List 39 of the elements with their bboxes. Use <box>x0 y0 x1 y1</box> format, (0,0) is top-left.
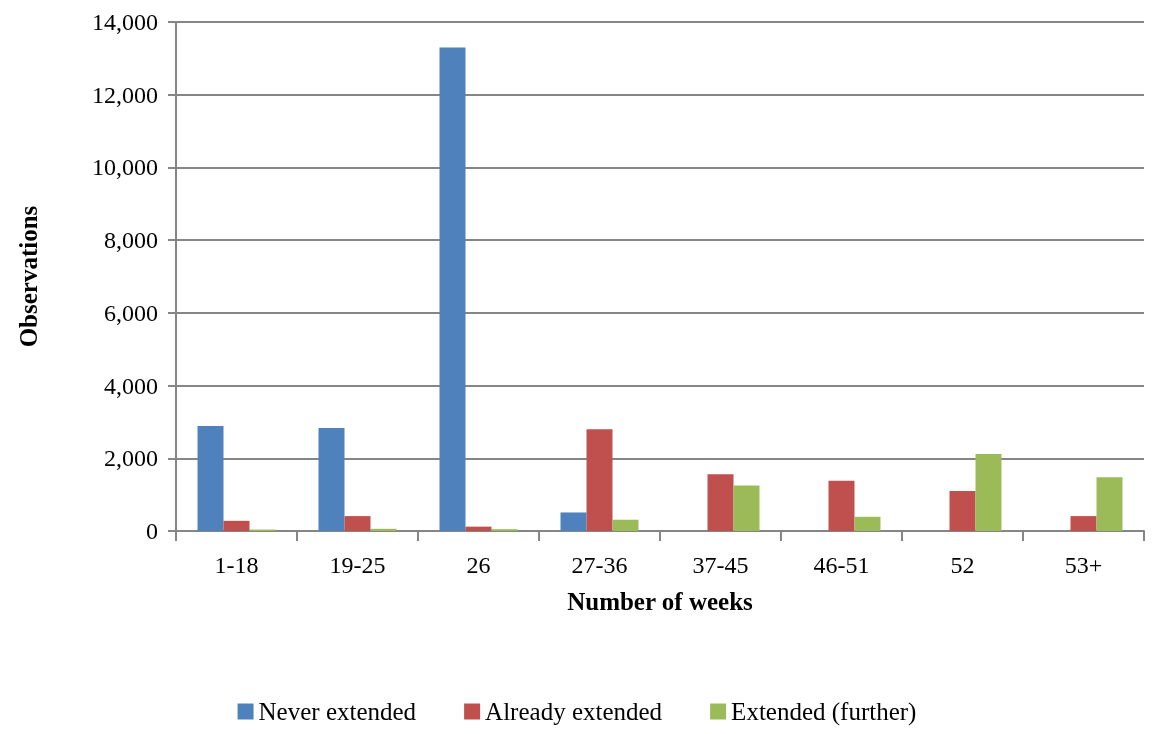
bar <box>949 491 976 531</box>
x-tick-label: 19-25 <box>329 552 386 578</box>
bar <box>439 47 466 531</box>
y-tick-label: 2,000 <box>104 445 158 472</box>
bar <box>560 512 587 531</box>
bar <box>854 516 881 531</box>
legend-label: Never extended <box>258 698 417 725</box>
x-tick-label: 46-51 <box>813 552 870 578</box>
bar <box>1096 477 1123 531</box>
bar <box>828 480 855 531</box>
legend-label: Already extended <box>485 698 663 725</box>
bar <box>223 520 250 531</box>
y-tick-label: 8,000 <box>104 227 158 254</box>
bar <box>612 519 639 531</box>
bar <box>586 429 613 531</box>
y-tick-label: 0 <box>146 518 158 544</box>
bar <box>733 485 760 531</box>
x-tick-label: 1-18 <box>214 552 259 578</box>
bar <box>344 516 371 531</box>
bar <box>975 453 1002 531</box>
x-tick-label: 26 <box>466 552 491 578</box>
legend-label: Extended (further) <box>731 698 917 726</box>
y-tick-label: 4,000 <box>104 372 158 399</box>
y-tick-label: 10,000 <box>92 154 158 181</box>
bar <box>1070 516 1097 531</box>
x-tick-label: 27-36 <box>571 552 628 578</box>
y-axis-title: Observations <box>15 205 42 348</box>
x-axis-title: Number of weeks <box>567 588 754 615</box>
y-tick-label: 6,000 <box>104 299 158 326</box>
bar <box>370 528 397 531</box>
x-tick-label: 52 <box>950 552 975 578</box>
bar <box>465 526 492 531</box>
bar <box>707 474 734 531</box>
bar <box>318 428 345 531</box>
x-tick-label: 53+ <box>1064 552 1103 578</box>
y-tick-label: 14,000 <box>92 9 158 35</box>
x-tick-label: 37-45 <box>692 552 749 578</box>
bar <box>197 425 224 531</box>
y-tick-label: 12,000 <box>92 81 158 108</box>
